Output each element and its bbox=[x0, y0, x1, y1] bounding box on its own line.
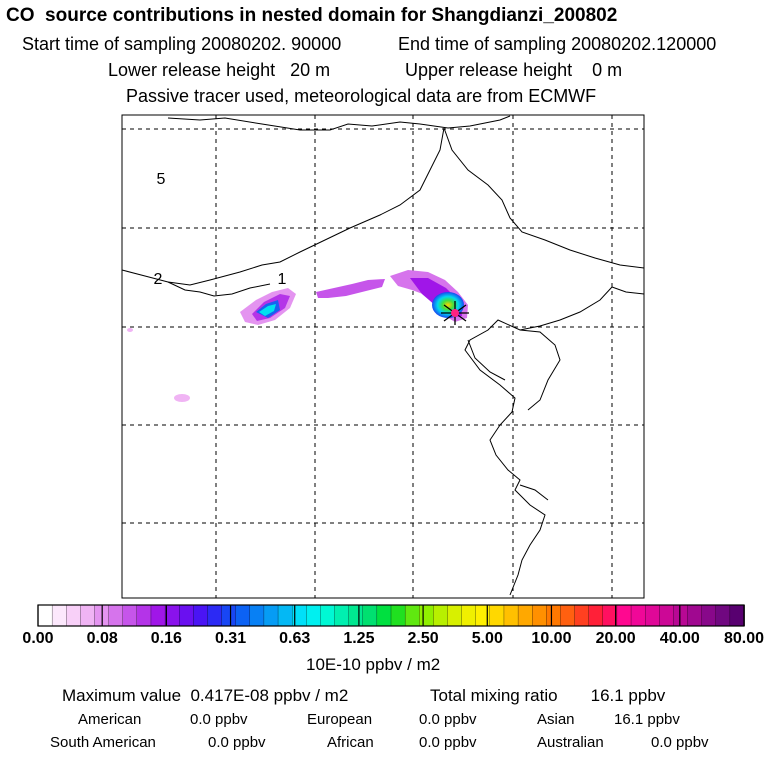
map-title: CO source contributions in nested domain… bbox=[6, 5, 618, 26]
asian-value: 16.1 ppbv bbox=[614, 711, 680, 728]
european-label: European bbox=[307, 711, 373, 728]
african-label: African bbox=[327, 734, 374, 751]
tracer-note: Passive tracer used, meteorological data… bbox=[126, 86, 597, 106]
colorbar-tick-label: 80.00 bbox=[723, 630, 765, 647]
colorbar-tick-label: 0.63 bbox=[279, 630, 311, 647]
map-panel: 5 2 1 bbox=[121, 114, 645, 599]
station-dot bbox=[451, 309, 459, 317]
lower-release-height-label: Lower release height 20 m bbox=[108, 60, 331, 80]
map-frame bbox=[121, 114, 645, 599]
upper-release-height-label: Upper release height 0 m bbox=[405, 60, 623, 80]
colorbar-tick-label: 10.00 bbox=[531, 630, 572, 647]
colorbar-tick-label: 1.25 bbox=[343, 630, 375, 647]
australian-label: Australian bbox=[537, 734, 604, 751]
coastline-boundaries bbox=[122, 115, 644, 596]
end-time-label: End time of sampling 20080202.120000 bbox=[398, 34, 717, 54]
african-value: 0.0 ppbv bbox=[419, 734, 477, 751]
colorbar-tick-label: 40.00 bbox=[659, 630, 700, 647]
colorbar-tick-label: 5.00 bbox=[471, 630, 503, 647]
american-value: 0.0 ppbv bbox=[190, 711, 248, 728]
colorbar-tick-label: 0.31 bbox=[214, 630, 247, 647]
region-label-2: 2 bbox=[154, 271, 163, 288]
start-time-label: Start time of sampling 20080202. 90000 bbox=[22, 34, 342, 54]
region-label-1: 1 bbox=[278, 271, 287, 288]
lat-lon-grid bbox=[122, 115, 644, 598]
colorbar-tick-label: 0.16 bbox=[150, 630, 182, 647]
south-american-label: South American bbox=[50, 734, 156, 751]
australian-value: 0.0 ppbv bbox=[651, 734, 709, 751]
colorbar-tick-label: 0.08 bbox=[86, 630, 118, 647]
south-american-value: 0.0 ppbv bbox=[208, 734, 266, 751]
colorbar-tick-label: 2.50 bbox=[407, 630, 439, 647]
region-label-5: 5 bbox=[157, 171, 166, 188]
american-label: American bbox=[78, 711, 142, 728]
asian-label: Asian bbox=[537, 711, 575, 728]
maximum-value-label: Maximum value 0.417E-08 ppbv / m2 bbox=[62, 686, 349, 705]
colorbar-tick-label: 20.00 bbox=[595, 630, 636, 647]
total-mixing-ratio-label: Total mixing ratio 16.1 ppbv bbox=[430, 686, 666, 705]
concentration-plume bbox=[127, 270, 468, 402]
european-value: 0.0 ppbv bbox=[419, 711, 477, 728]
colorbar-tick-label: 0.00 bbox=[22, 630, 54, 647]
colorbar-unit-label: 10E-10 ppbv / m2 bbox=[306, 655, 441, 674]
